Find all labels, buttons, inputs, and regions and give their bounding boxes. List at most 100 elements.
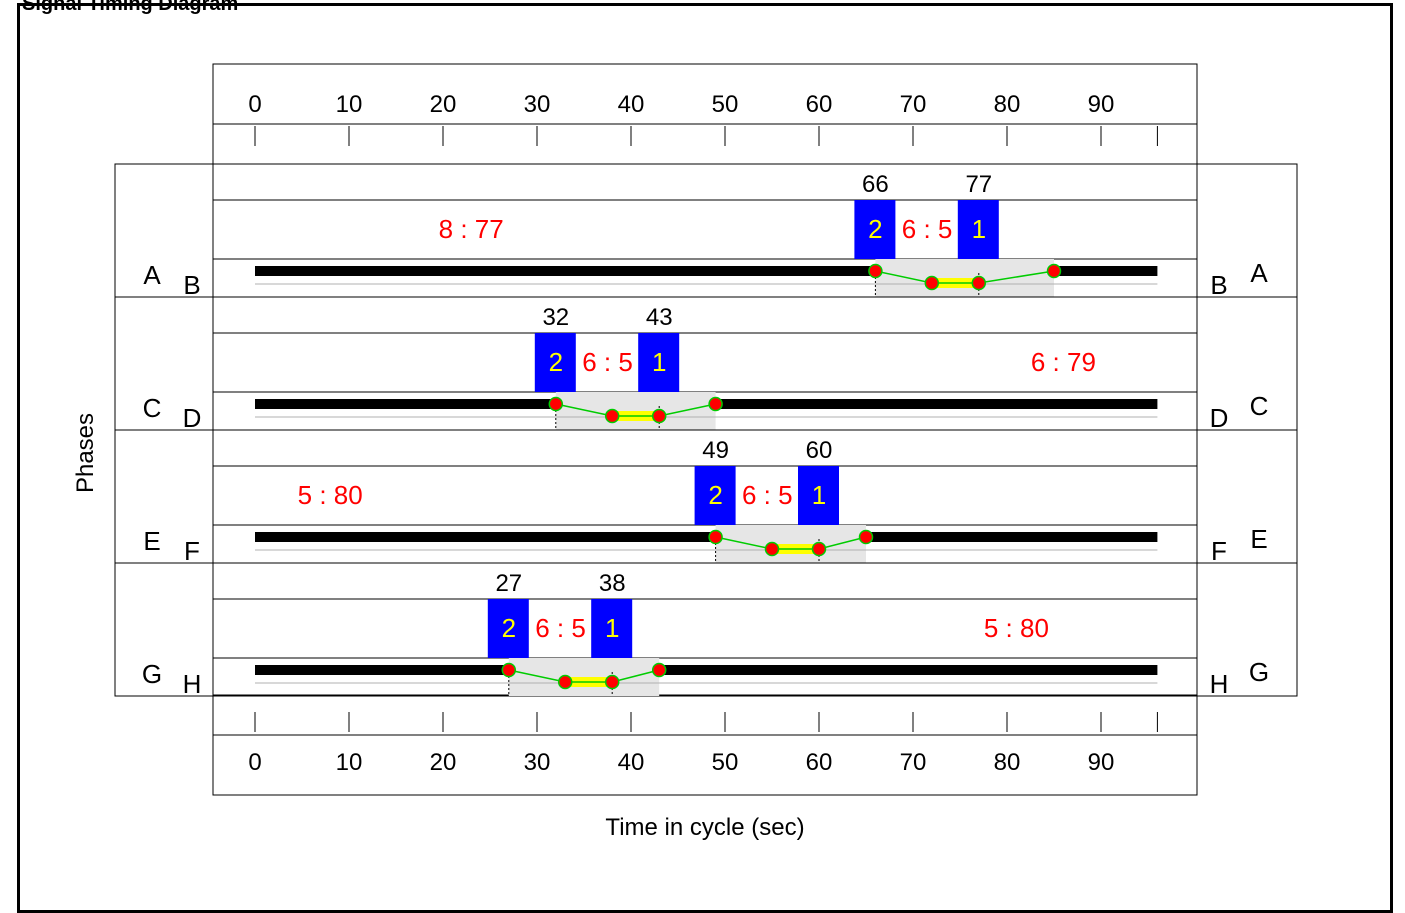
bottom-tick-label: 80 bbox=[994, 749, 1021, 776]
ring-label-left-inner: F bbox=[184, 536, 200, 566]
phase-time-label: 32 bbox=[542, 304, 569, 331]
gap-label: 6 : 5 bbox=[742, 480, 793, 510]
transition-marker bbox=[858, 529, 874, 545]
ring-label-left-inner: B bbox=[183, 270, 200, 300]
bottom-axis-panel bbox=[212, 694, 1198, 796]
bottom-tick-label: 60 bbox=[806, 749, 833, 776]
transition-marker bbox=[604, 674, 620, 690]
phase-time-label: 66 bbox=[862, 171, 889, 198]
timing-diagram: 0 0 10 10 20 20 30 30 40 40 50 50 60 60 70 70 80 80 90 90 Ti… bbox=[72, 63, 1298, 841]
phase-box bbox=[694, 466, 736, 525]
transition-marker bbox=[651, 662, 667, 678]
bottom-tick-label: 70 bbox=[900, 749, 927, 776]
phase-box bbox=[534, 333, 576, 392]
top-tick-label: 30 bbox=[524, 91, 551, 118]
transition-marker bbox=[811, 541, 827, 557]
ring-label-right-outer: C bbox=[1250, 391, 1269, 421]
transition-marker bbox=[1046, 263, 1062, 279]
phase-box-label: 2 bbox=[549, 347, 563, 377]
phase-box bbox=[957, 200, 999, 259]
split-label: 5 : 80 bbox=[298, 480, 363, 510]
bottom-tick-label: 90 bbox=[1088, 749, 1115, 776]
transition-link bbox=[508, 669, 660, 683]
phase-bar bbox=[866, 532, 1158, 542]
bottom-tick-label: 50 bbox=[712, 749, 739, 776]
bottom-tick-label: 40 bbox=[618, 749, 645, 776]
ring-label-right-inner: B bbox=[1210, 270, 1227, 300]
ring-label-left-inner: H bbox=[183, 669, 202, 699]
phase-box-label: 2 bbox=[708, 480, 722, 510]
transition-marker bbox=[764, 541, 780, 557]
phase-box-label: 1 bbox=[652, 347, 666, 377]
transition-marker bbox=[924, 275, 940, 291]
top-tick-label: 50 bbox=[712, 91, 739, 118]
phase-box bbox=[591, 599, 633, 658]
bottom-tick-label: 0 bbox=[248, 749, 261, 776]
transition-marker bbox=[604, 408, 620, 424]
phase-box bbox=[798, 466, 839, 525]
phase-box-label: 1 bbox=[972, 214, 986, 244]
phase-box-label: 2 bbox=[502, 613, 516, 643]
phase-bar bbox=[715, 399, 1158, 409]
ring-label-right-outer: G bbox=[1249, 657, 1269, 687]
top-tick-label: 0 bbox=[248, 91, 261, 118]
transition-marker bbox=[651, 408, 667, 424]
phase-box-label: 1 bbox=[605, 613, 619, 643]
ring-outer-frame bbox=[114, 562, 1298, 697]
x-axis-label: Time in cycle (sec) bbox=[605, 814, 804, 841]
transition-link bbox=[875, 270, 1055, 284]
transition-marker bbox=[708, 396, 723, 412]
bottom-tick-label: 10 bbox=[336, 749, 363, 776]
transition-marker bbox=[971, 275, 987, 291]
transition-link bbox=[715, 536, 867, 550]
page-title: Signal Timing Diagram bbox=[22, 0, 239, 15]
phase-time-label: 38 bbox=[599, 570, 626, 597]
transition-link bbox=[555, 403, 716, 417]
transition-marker bbox=[708, 529, 723, 545]
ring-label-left-outer: G bbox=[142, 659, 162, 689]
transition-marker bbox=[501, 662, 517, 678]
bottom-tick-label: 20 bbox=[430, 749, 457, 776]
top-tick-label: 80 bbox=[994, 91, 1021, 118]
ring-label-right-inner: F bbox=[1211, 536, 1227, 566]
phase-box bbox=[854, 200, 896, 259]
transition-marker bbox=[548, 396, 564, 412]
top-tick-label: 90 bbox=[1088, 91, 1115, 118]
ring-outer-frame bbox=[114, 163, 1298, 298]
phase-bar bbox=[255, 532, 716, 542]
phase-box bbox=[487, 599, 529, 658]
phase-box bbox=[638, 333, 680, 392]
ring-label-left-outer: A bbox=[143, 260, 161, 290]
top-tick-label: 10 bbox=[336, 91, 363, 118]
y-axis-label: Phases bbox=[72, 413, 99, 493]
bottom-tick-label: 30 bbox=[524, 749, 551, 776]
split-label: 5 : 80 bbox=[984, 613, 1049, 643]
phase-time-label: 60 bbox=[806, 437, 833, 464]
split-label: 6 : 79 bbox=[1031, 347, 1096, 377]
ring-label-right-outer: A bbox=[1250, 258, 1268, 288]
phase-bar bbox=[255, 665, 509, 675]
phase-time-label: 77 bbox=[965, 171, 992, 198]
gap-label: 6 : 5 bbox=[535, 613, 586, 643]
split-label: 8 : 77 bbox=[439, 214, 504, 244]
phase-time-label: 49 bbox=[702, 437, 729, 464]
ring-inner-frame bbox=[212, 562, 1198, 697]
ring-label-right-inner: D bbox=[1210, 403, 1229, 433]
phase-box-label: 2 bbox=[868, 214, 882, 244]
ring-label-left-outer: C bbox=[143, 393, 162, 423]
top-tick-label: 70 bbox=[900, 91, 927, 118]
top-tick-label: 20 bbox=[430, 91, 457, 118]
gap-label: 6 : 5 bbox=[902, 214, 953, 244]
ring-label-left-outer: E bbox=[143, 526, 160, 556]
transition-marker bbox=[868, 263, 883, 279]
ring-label-left-inner: D bbox=[183, 403, 202, 433]
phase-bar bbox=[255, 266, 876, 276]
ring-label-right-outer: E bbox=[1250, 524, 1267, 554]
phase-time-label: 27 bbox=[495, 570, 522, 597]
ring-label-right-inner: H bbox=[1210, 669, 1229, 699]
top-tick-label: 40 bbox=[618, 91, 645, 118]
top-tick-label: 60 bbox=[806, 91, 833, 118]
phase-time-label: 43 bbox=[646, 304, 673, 331]
transition-marker bbox=[557, 674, 573, 690]
phase-bar bbox=[659, 665, 1158, 675]
